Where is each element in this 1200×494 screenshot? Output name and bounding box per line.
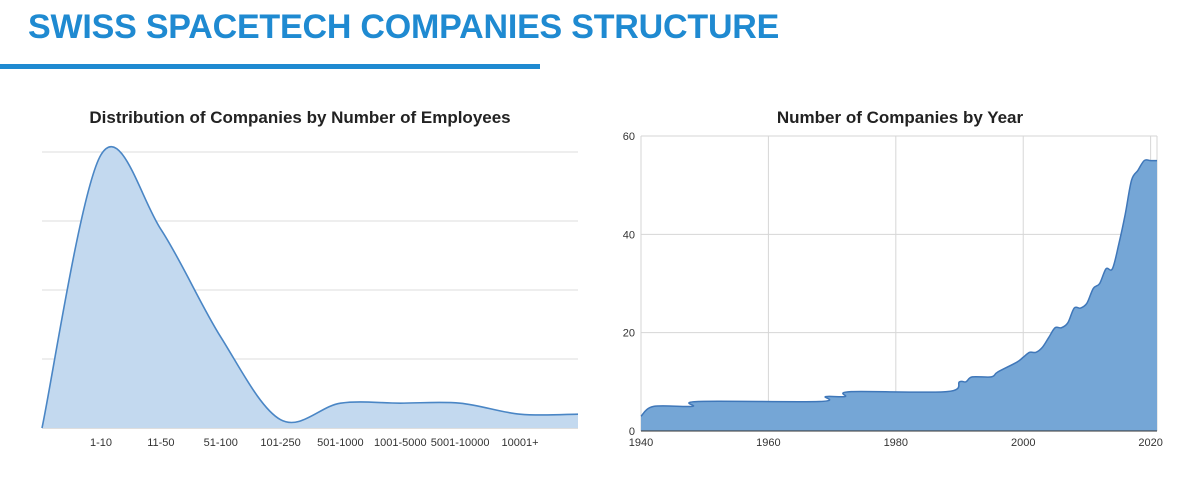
employees-area-fill xyxy=(42,146,578,428)
chart-title-year: Number of Companies by Year xyxy=(776,108,1024,127)
x-tick-label: 10001+ xyxy=(501,437,538,449)
x-tick-label: 5001-10000 xyxy=(431,437,490,449)
employees-area-line xyxy=(41,145,579,429)
x-tick-label: 11-50 xyxy=(147,437,174,449)
x-tick-label: 1960 xyxy=(756,437,780,449)
y-tick-label: 20 xyxy=(623,328,635,340)
x-tick-label: 2000 xyxy=(1011,437,1035,449)
chart-title-employees: Distribution of Companies by Number of E… xyxy=(89,108,511,127)
x-tick-label: 501-1000 xyxy=(317,437,364,449)
year-area-fill xyxy=(641,159,1157,432)
year-area-line xyxy=(640,159,1157,417)
y-tick-label: 0 xyxy=(629,426,635,438)
x-tick-label: 1980 xyxy=(884,437,908,449)
y-tick-label: 40 xyxy=(623,229,635,241)
x-tick-label: 1940 xyxy=(629,437,653,449)
title-underline xyxy=(0,64,540,69)
x-tick-label: 51-100 xyxy=(204,437,238,449)
y-tick-label: 60 xyxy=(623,131,635,143)
page-title: SWISS SPACETECH COMPANIES STRUCTURE xyxy=(28,8,780,46)
x-tick-label: 1001-5000 xyxy=(374,437,427,449)
x-tick-label: 101-250 xyxy=(260,437,300,449)
x-tick-label: 1-10 xyxy=(90,437,112,449)
x-tick-label: 2020 xyxy=(1138,437,1162,449)
